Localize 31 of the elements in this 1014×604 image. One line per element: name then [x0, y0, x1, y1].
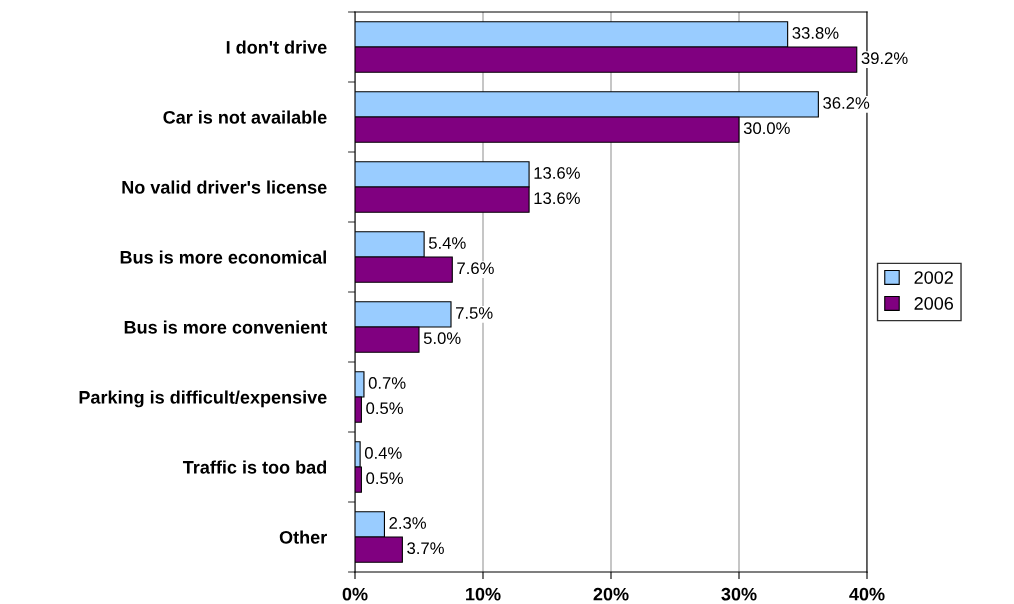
- y-tick-label: No valid driver's license: [122, 180, 327, 194]
- y-tick-label: Other: [279, 530, 327, 544]
- data-label: 0.5%: [366, 402, 403, 415]
- legend-label: 2006: [914, 297, 954, 310]
- data-label: 30.0%: [743, 122, 790, 135]
- data-label: 13.6%: [534, 167, 580, 179]
- x-tick-label: 20%: [593, 587, 629, 601]
- data-label: 0.5%: [366, 472, 403, 485]
- data-label: 0.7%: [368, 377, 406, 389]
- x-tick-label: 0%: [342, 587, 368, 601]
- y-tick-label: Bus is more convenient: [124, 320, 328, 334]
- data-label: 36.2%: [823, 97, 870, 109]
- data-label: 13.6%: [534, 192, 580, 205]
- y-tick-label: I don't drive: [226, 40, 327, 54]
- data-label: 33.8%: [792, 27, 839, 39]
- x-tick-label: 30%: [721, 587, 757, 601]
- data-label: 3.7%: [407, 542, 444, 555]
- x-tick-label: 10%: [466, 587, 501, 601]
- data-label: 39.2%: [861, 52, 908, 65]
- data-label: 7.6%: [457, 262, 494, 275]
- data-label: 7.5%: [456, 307, 493, 319]
- legend-label: 2002: [914, 271, 953, 284]
- data-label: 5.0%: [423, 332, 461, 345]
- data-label: 2.3%: [389, 517, 426, 529]
- y-tick-label: Traffic is too bad: [182, 460, 327, 474]
- x-tick-label: 40%: [849, 587, 885, 601]
- data-label: 0.4%: [364, 447, 402, 459]
- data-label: 5.4%: [428, 237, 466, 249]
- y-tick-label: Parking is difficult/expensive: [79, 390, 327, 408]
- y-tick-label: Car is not available: [163, 110, 327, 124]
- y-tick-label: Bus is more economical: [120, 250, 326, 264]
